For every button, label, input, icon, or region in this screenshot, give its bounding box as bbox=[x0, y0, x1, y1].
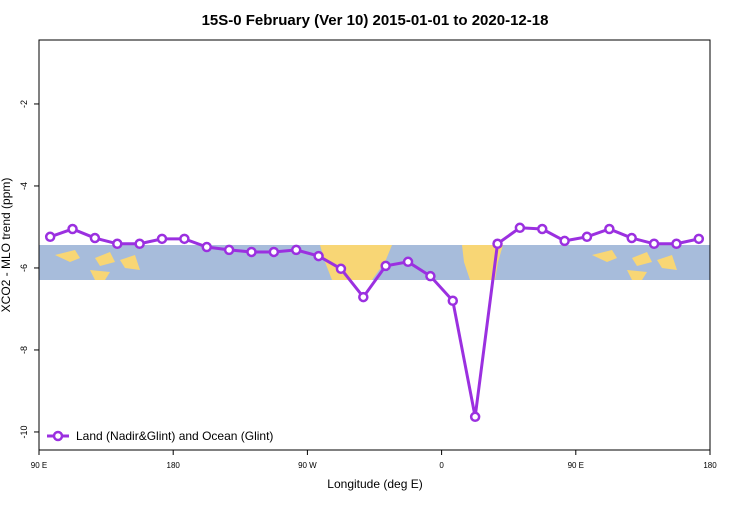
point bbox=[268, 246, 280, 258]
point bbox=[425, 270, 436, 282]
point bbox=[514, 222, 526, 234]
point bbox=[134, 238, 145, 250]
point bbox=[469, 411, 481, 423]
point bbox=[648, 238, 660, 250]
point bbox=[626, 232, 637, 244]
map-band bbox=[39, 245, 710, 280]
point bbox=[335, 263, 347, 275]
y-tick-label: -4 bbox=[19, 182, 29, 190]
y-tick-label: -10 bbox=[19, 425, 29, 438]
chart-title: 15S-0 February (Ver 10) 2015-01-01 to 20… bbox=[202, 12, 549, 29]
point bbox=[44, 231, 56, 243]
point bbox=[156, 233, 168, 245]
x-tick-label: 0 bbox=[439, 461, 444, 470]
point bbox=[201, 241, 212, 253]
x-tick-label: 90 W bbox=[298, 461, 317, 470]
point bbox=[246, 246, 257, 258]
point bbox=[313, 250, 324, 262]
point bbox=[290, 244, 302, 256]
point bbox=[693, 233, 705, 245]
point bbox=[447, 295, 459, 307]
point bbox=[223, 244, 235, 256]
point bbox=[112, 238, 123, 250]
point bbox=[67, 223, 78, 235]
point bbox=[380, 260, 391, 272]
x-tick-label: 90 E bbox=[31, 461, 47, 470]
legend-marker bbox=[52, 430, 64, 442]
point bbox=[402, 256, 414, 268]
x-tick-label: 90 E bbox=[568, 461, 584, 470]
y-tick-label: -2 bbox=[19, 100, 29, 108]
x-axis-label: Longitude (deg E) bbox=[327, 477, 422, 491]
point bbox=[179, 233, 190, 245]
plot-frame bbox=[38, 39, 711, 451]
point bbox=[358, 291, 369, 303]
point bbox=[559, 235, 570, 247]
point bbox=[581, 231, 593, 243]
legend-label: Land (Nadir&Glint) and Ocean (Glint) bbox=[76, 429, 273, 443]
point bbox=[604, 223, 615, 235]
point bbox=[492, 238, 503, 250]
x-tick-label: 180 bbox=[167, 461, 181, 470]
y-tick-label: -8 bbox=[19, 346, 29, 354]
y-tick-label: -6 bbox=[19, 264, 29, 272]
x-tick-label: 180 bbox=[703, 461, 717, 470]
point bbox=[89, 232, 101, 244]
y-axis-label: XCO2 - MLO trend (ppm) bbox=[0, 178, 13, 313]
point bbox=[671, 238, 682, 250]
point bbox=[537, 223, 548, 235]
